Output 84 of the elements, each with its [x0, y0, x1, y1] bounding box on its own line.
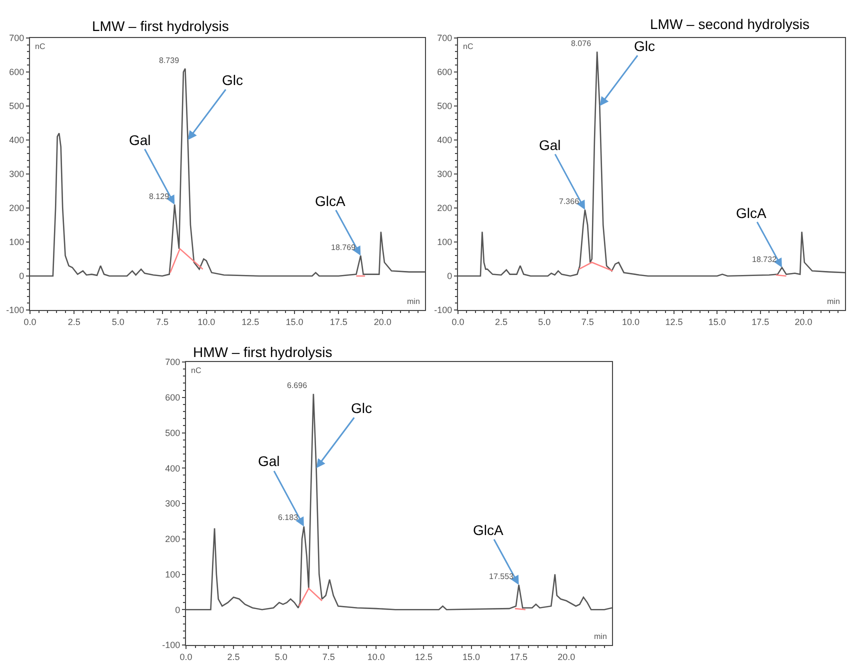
y-tick-label: 600 [437, 67, 452, 78]
y-tick-label: 0 [175, 604, 180, 615]
annotation: 17.553 [489, 572, 514, 581]
annotation: 6.183 [278, 513, 299, 522]
line-series [186, 393, 612, 610]
y-tick-label: 100 [9, 237, 24, 248]
x-tick-label: 0.0 [452, 316, 464, 327]
line-series [30, 68, 425, 277]
y-tick-label: 0 [447, 271, 452, 282]
y-tick-label: 300 [437, 169, 452, 180]
y-tick-label: -100 [434, 305, 452, 316]
y-tick-label: 600 [9, 67, 24, 78]
y-tick-label: 600 [165, 392, 180, 403]
chart-title: LMW – first hydrolysis [92, 18, 229, 34]
x-tick-label: 17.5 [510, 652, 528, 662]
y-tick-label: 500 [165, 428, 180, 438]
y-tick-label: 100 [165, 569, 180, 580]
x-tick-label: 0.0 [24, 316, 36, 327]
y-tick-label: 0 [19, 271, 24, 282]
x-tick-label: 17.5 [330, 316, 348, 327]
annotation: Glc [634, 38, 655, 54]
x-tick-label: 12.5 [242, 316, 260, 327]
x-tick-label: 7.5 [156, 316, 169, 327]
x-tick-label: 2.5 [494, 316, 508, 327]
annotation: 7.366 [559, 197, 580, 206]
y-tick-label: 400 [437, 135, 452, 146]
x-tick-label: 10.0 [198, 316, 216, 327]
y-tick-label: 700 [437, 33, 452, 44]
annotation: 18.769 [331, 243, 356, 252]
x-tick-label: 2.5 [68, 316, 80, 327]
y-tick-label: 200 [437, 203, 452, 214]
y-tick-label: 200 [9, 203, 24, 214]
y-tick-label: 100 [437, 237, 452, 248]
x-tick-label: 10.0 [622, 316, 640, 327]
annotation: GlcA [473, 522, 504, 538]
x-axis-title: min [594, 632, 607, 641]
y-tick-label: 200 [165, 534, 180, 544]
x-tick-label: 5.0 [274, 652, 288, 662]
y-tick-label: 400 [9, 135, 24, 146]
x-tick-label: 17.5 [752, 316, 770, 327]
x-tick-label: 5.0 [538, 316, 551, 327]
x-axis-title: min [827, 297, 840, 306]
y-axis-title: nC [191, 366, 202, 375]
annotation: 18.732 [752, 255, 778, 264]
x-tick-label: 10.0 [367, 652, 385, 662]
y-tick-label: 700 [9, 33, 24, 44]
annotation: GlcA [315, 193, 346, 209]
y-tick-label: 300 [9, 169, 24, 180]
annotation: Glc [222, 72, 243, 88]
y-axis-title: nC [35, 42, 46, 51]
annotation: Gal [258, 453, 280, 469]
x-tick-label: 20.0 [374, 316, 392, 327]
chart-title: HMW – first hydrolysis [193, 344, 332, 360]
x-tick-label: 7.5 [581, 316, 594, 327]
x-tick-label: 12.5 [414, 652, 432, 662]
x-tick-label: 0.0 [180, 652, 192, 662]
y-tick-label: -100 [162, 640, 180, 650]
annotation: 8.129 [149, 192, 170, 201]
x-tick-label: 15.0 [462, 652, 480, 662]
annotation: 8.076 [571, 39, 592, 48]
x-tick-label: 2.5 [227, 652, 240, 662]
x-tick-label: 20.0 [558, 652, 576, 662]
x-tick-label: 15.0 [286, 316, 304, 327]
x-tick-label: 12.5 [665, 316, 683, 327]
annotation: Gal [129, 132, 151, 148]
annotation: 8.739 [159, 56, 180, 65]
y-tick-label: 500 [437, 101, 452, 112]
x-tick-label: 15.0 [708, 316, 726, 327]
x-axis-title: min [407, 297, 420, 306]
x-tick-label: 5.0 [112, 316, 124, 327]
x-tick-label: 7.5 [322, 652, 335, 662]
y-tick-label: 300 [165, 498, 180, 509]
chart-title: LMW – second hydrolysis [650, 16, 810, 32]
x-tick-label: 20.0 [794, 316, 812, 327]
annotation: GlcA [736, 205, 767, 221]
annotation: Glc [351, 400, 372, 416]
y-tick-label: 400 [165, 463, 180, 474]
y-axis-title: nC [463, 42, 474, 51]
y-tick-label: -100 [6, 305, 24, 316]
annotation: Gal [539, 137, 561, 153]
line-series [458, 50, 845, 277]
y-tick-label: 700 [165, 357, 180, 368]
y-tick-label: 500 [9, 101, 24, 112]
annotation: 6.696 [287, 381, 308, 390]
